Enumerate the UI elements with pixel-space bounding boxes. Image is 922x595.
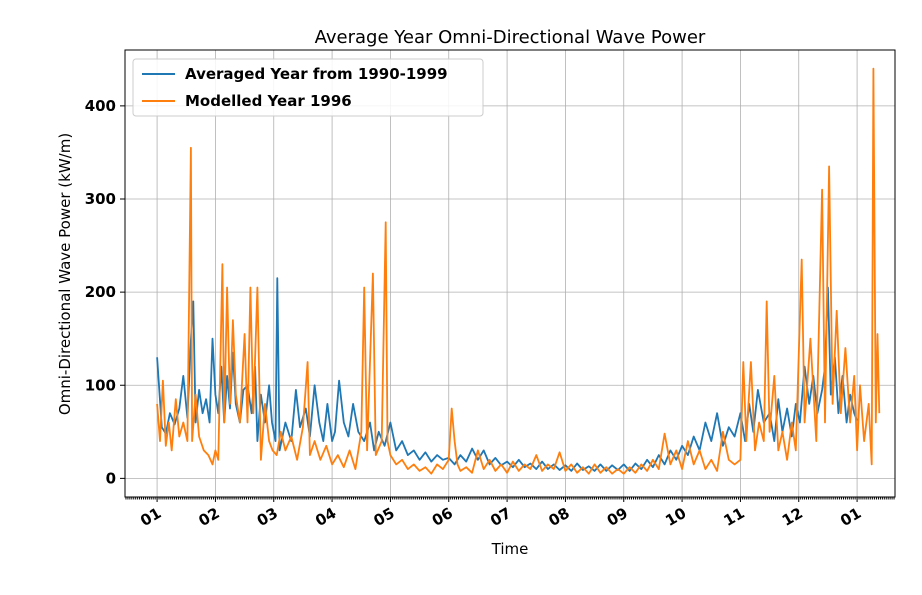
legend-frame xyxy=(132,58,484,117)
x-tick-label: 05 xyxy=(371,504,398,530)
y-tick-label: 300 xyxy=(85,190,116,208)
legend: Averaged Year from 1990-1999 Modelled Ye… xyxy=(132,58,484,117)
x-tick-label: 07 xyxy=(487,504,514,530)
x-tick-label: 09 xyxy=(604,504,631,530)
x-tick-label: 02 xyxy=(196,504,223,530)
plot-frame xyxy=(124,49,896,498)
grid xyxy=(125,50,895,497)
x-tick-label: 01 xyxy=(137,504,164,530)
legend-label-averaged: Averaged Year from 1990-1999 xyxy=(185,65,448,83)
y-tick-label: 100 xyxy=(85,376,116,394)
x-tick-label: 04 xyxy=(312,504,339,530)
x-tick-label: 12 xyxy=(779,504,806,530)
legend-label-modelled: Modelled Year 1996 xyxy=(185,92,352,110)
x-tick-label: 03 xyxy=(254,504,281,530)
chart-title: Average Year Omni-Directional Wave Power xyxy=(315,27,706,48)
x-tick-label: 08 xyxy=(546,504,573,530)
x-axis-label: Time xyxy=(491,540,529,558)
y-tick-label: 200 xyxy=(85,283,116,301)
y-axis-label: Omni-Directional Wave Power (kW/m) xyxy=(56,133,74,415)
x-tick-label: 11 xyxy=(721,504,748,530)
y-tick-label: 0 xyxy=(106,469,116,487)
y-tick-label: 400 xyxy=(85,97,116,115)
series-line-modelled xyxy=(156,67,881,475)
series-lines xyxy=(156,67,881,475)
x-tick-label: 06 xyxy=(429,504,456,530)
x-tick-label: 10 xyxy=(662,504,689,530)
x-tick-label: 01 xyxy=(837,504,864,530)
